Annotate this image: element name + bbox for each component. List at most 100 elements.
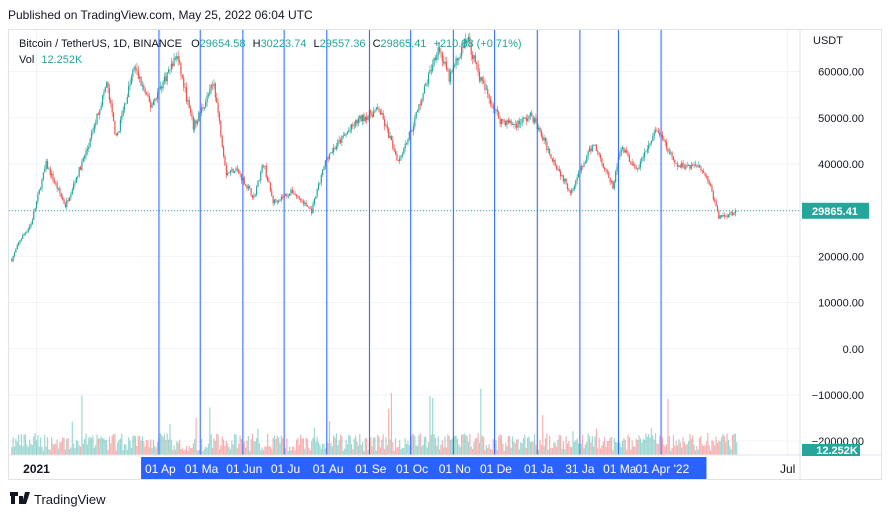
tradingview-footer[interactable]: TradingView — [10, 492, 106, 507]
candle-body — [676, 163, 679, 167]
candle-body — [449, 72, 452, 82]
volume-bar — [163, 433, 166, 455]
volume-bar — [272, 437, 274, 455]
volume-bar — [678, 439, 680, 455]
volume-bar — [551, 448, 553, 455]
volume-bar — [400, 449, 402, 455]
volume-bar — [725, 442, 727, 455]
candle-body — [77, 176, 79, 178]
volume-bar — [632, 446, 635, 455]
close-value: 29865.41 — [380, 38, 427, 50]
volume-bar — [689, 434, 691, 455]
candle-body — [346, 131, 349, 134]
candle-body — [456, 58, 459, 61]
candle-body — [447, 69, 449, 71]
x-tick-label: 01 De — [480, 462, 512, 476]
volume-bar — [46, 437, 49, 455]
close-label: C — [372, 38, 381, 50]
candle-body — [99, 109, 101, 115]
published-caption: Published on TradingView.com, May 25, 20… — [8, 8, 313, 22]
volume-bar — [357, 445, 360, 455]
volume-bar — [495, 439, 497, 455]
candle-body — [297, 196, 299, 198]
volume-bar — [481, 435, 483, 455]
candle-body — [305, 202, 307, 207]
volume-bar — [455, 435, 457, 455]
candle-body — [620, 148, 622, 156]
volume-bar — [251, 433, 254, 455]
volume-bar — [550, 447, 552, 455]
volume-bar — [704, 445, 706, 455]
volume-bar — [679, 442, 681, 455]
volume-bar — [659, 435, 661, 455]
candle-body — [107, 82, 109, 89]
volume-bar — [377, 435, 379, 455]
candle-body — [218, 112, 221, 122]
candle-body — [181, 75, 183, 78]
volume-bar — [715, 436, 717, 455]
candle-body — [293, 193, 295, 195]
candle-body — [370, 110, 372, 115]
volume-bar — [148, 447, 150, 455]
candle-body — [605, 169, 607, 172]
volume-bar — [473, 442, 475, 455]
candle-body — [147, 94, 149, 96]
volume-bar — [297, 437, 299, 455]
volume-bar — [627, 434, 629, 455]
candle-body — [19, 240, 21, 243]
candle-body — [202, 107, 204, 109]
volume-bar — [125, 444, 127, 455]
candle-body — [539, 127, 541, 132]
candle-body — [554, 160, 556, 167]
chart-frame[interactable] — [8, 29, 882, 480]
candle-body — [152, 101, 155, 105]
candle-body — [613, 182, 615, 189]
volume-bar — [602, 441, 604, 455]
candle-body — [649, 143, 651, 145]
candle-body — [260, 172, 262, 181]
volume-bar — [719, 441, 721, 455]
volume-bar — [630, 449, 632, 455]
volume-bar — [29, 439, 31, 455]
candle-body — [177, 56, 179, 61]
volume-bar — [238, 443, 240, 455]
candle-body — [498, 111, 500, 119]
volume-bar — [211, 447, 214, 455]
volume-bar — [681, 447, 683, 455]
volume-bar — [594, 436, 596, 455]
volume-bar — [19, 445, 21, 455]
y-tick-label: 60000.00 — [818, 67, 864, 79]
x-tick-label: 01 Ja — [524, 462, 554, 476]
volume-bar — [474, 438, 476, 455]
candle-body — [106, 82, 108, 88]
volume-bar — [576, 438, 578, 455]
candle-body — [553, 160, 555, 162]
volume-bar — [275, 439, 277, 455]
volume-bar — [100, 436, 102, 455]
volume-bar — [295, 439, 298, 455]
volume-bar — [282, 437, 284, 455]
candle-body — [262, 165, 265, 167]
candle-body — [509, 120, 511, 123]
candle-body — [228, 172, 230, 174]
volume-bar — [531, 442, 533, 455]
volume-bar — [394, 438, 397, 455]
volume-bar — [483, 436, 485, 455]
volume-bar — [568, 440, 570, 455]
candle-body — [564, 178, 566, 182]
candle-body — [566, 183, 569, 190]
candle-body — [339, 139, 342, 143]
volume-bar — [381, 439, 383, 455]
volume-bar — [111, 435, 113, 455]
candle-body — [126, 97, 128, 104]
volume-bar — [418, 435, 420, 455]
volume-bar — [44, 434, 46, 455]
candle-body — [16, 245, 18, 250]
volume-bar — [74, 448, 76, 455]
candle-body — [211, 85, 214, 86]
volume-bar — [141, 436, 144, 455]
volume-bar — [316, 436, 318, 455]
candle-body — [572, 188, 574, 191]
candle-body — [429, 69, 431, 74]
